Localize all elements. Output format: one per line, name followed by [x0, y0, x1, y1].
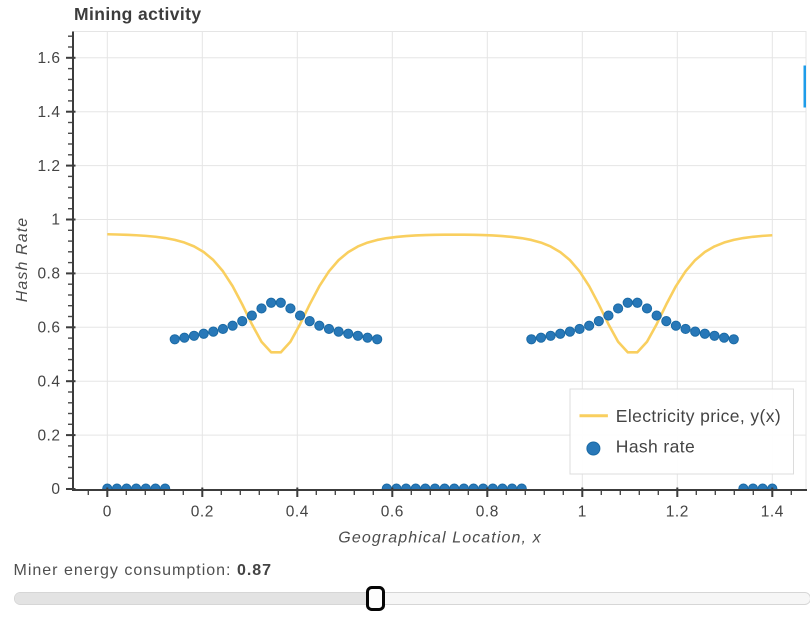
svg-text:0.4: 0.4 — [37, 373, 60, 390]
svg-text:1.4: 1.4 — [761, 504, 784, 521]
svg-text:1: 1 — [578, 504, 587, 521]
svg-text:0.8: 0.8 — [37, 266, 60, 283]
svg-text:0: 0 — [103, 504, 112, 521]
svg-text:0.6: 0.6 — [381, 504, 404, 521]
svg-text:1.6: 1.6 — [37, 50, 60, 67]
svg-text:0.4: 0.4 — [286, 504, 309, 521]
svg-text:0: 0 — [51, 481, 60, 498]
svg-text:Mining activity: Mining activity — [74, 4, 202, 24]
svg-text:1.2: 1.2 — [37, 158, 60, 175]
svg-text:Geographical Location, x: Geographical Location, x — [338, 530, 541, 547]
svg-text:Electricity price, y(x): Electricity price, y(x) — [616, 406, 781, 426]
svg-text:1.2: 1.2 — [666, 504, 689, 521]
svg-text:0.2: 0.2 — [191, 504, 214, 521]
svg-text:0.8: 0.8 — [476, 504, 499, 521]
svg-text:Hash rate: Hash rate — [616, 436, 695, 456]
svg-text:1.4: 1.4 — [37, 104, 60, 121]
svg-text:0.2: 0.2 — [37, 427, 60, 444]
svg-text:1: 1 — [51, 212, 60, 229]
svg-text:Hash Rate: Hash Rate — [14, 217, 31, 303]
svg-text:0.6: 0.6 — [37, 320, 60, 337]
